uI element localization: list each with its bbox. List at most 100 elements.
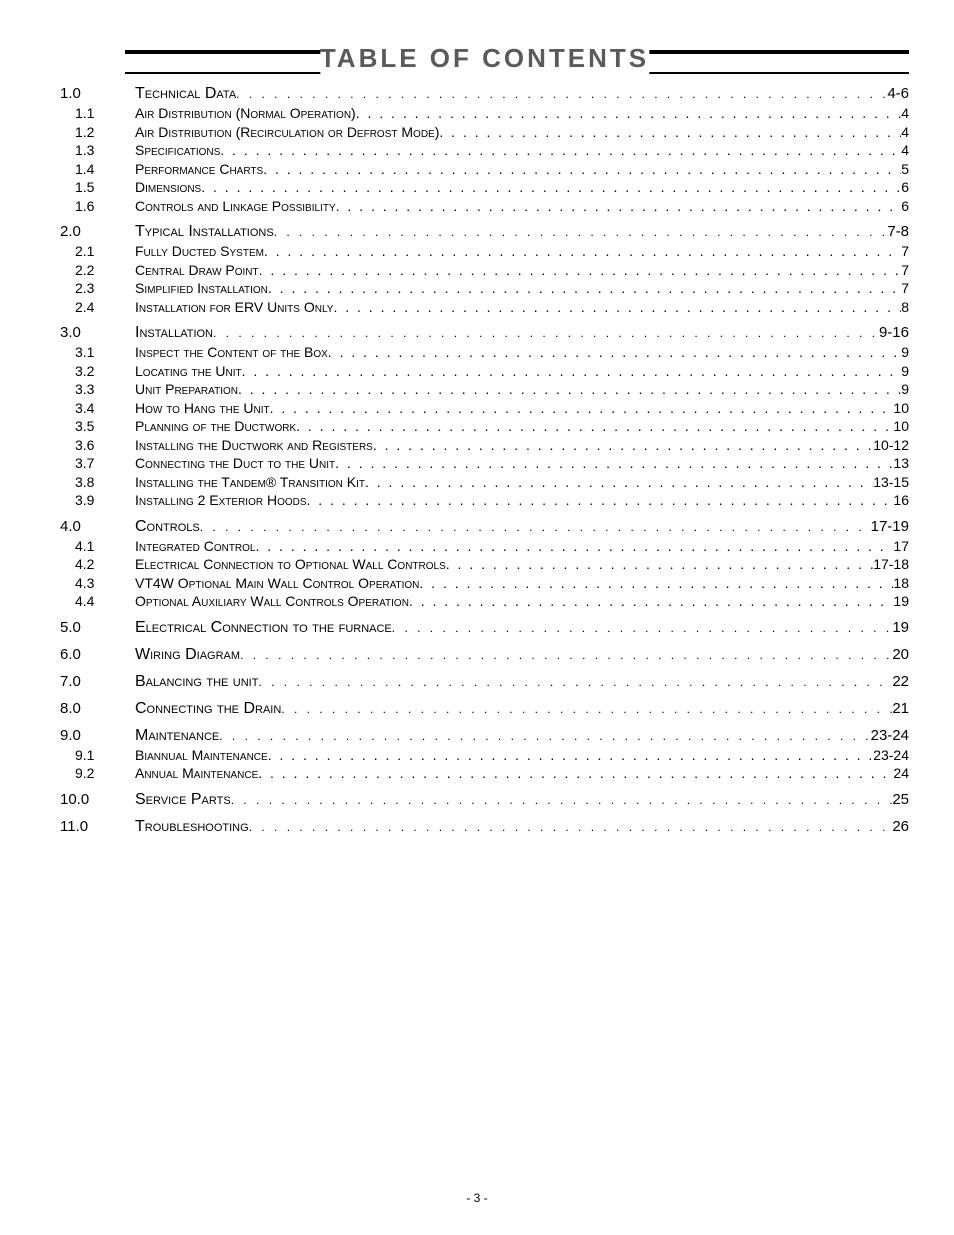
toc-entry-title: Installing the Ductwork and Registers <box>135 437 373 455</box>
toc-entry: 10.0Service Parts . . . . . . . . . . . … <box>60 790 909 810</box>
toc-dot-leader: . . . . . . . . . . . . . . . . . . . . … <box>242 363 902 381</box>
toc-entry-title: Simplified Installation <box>135 280 268 298</box>
toc-entry-number: 1.5 <box>60 179 135 197</box>
toc-entry-number: 1.4 <box>60 161 135 179</box>
toc-dot-leader: . . . . . . . . . . . . . . . . . . . . … <box>439 124 901 142</box>
toc-entry-page: 9 <box>901 363 909 381</box>
toc-dot-leader: . . . . . . . . . . . . . . . . . . . . … <box>336 198 902 216</box>
toc-entry-number: 10.0 <box>60 791 135 810</box>
toc-entry: 3.3Unit Preparation . . . . . . . . . . … <box>60 381 909 399</box>
toc-entry: 3.5Planning of the Ductwork . . . . . . … <box>60 418 909 436</box>
toc-entry-page: 26 <box>892 818 909 837</box>
toc-dot-leader: . . . . . . . . . . . . . . . . . . . . … <box>263 161 901 179</box>
toc-dot-leader: . . . . . . . . . . . . . . . . . . . . … <box>213 326 879 341</box>
toc-entry-title: Optional Auxiliary Wall Controls Operati… <box>135 593 409 611</box>
toc-entry-number: 3.9 <box>60 492 135 510</box>
toc-entry-number: 4.3 <box>60 575 135 593</box>
toc-dot-leader: . . . . . . . . . . . . . . . . . . . . … <box>236 87 887 102</box>
toc-entry-title: How to Hang the Unit <box>135 400 270 418</box>
toc-entry-number: 3.2 <box>60 363 135 381</box>
page: TABLE OF CONTENTS 1.0Technical Data . . … <box>0 0 954 1235</box>
toc-entry-title: Specifications <box>135 142 220 160</box>
toc-entry-number: 1.3 <box>60 142 135 160</box>
toc-entry-page: 17 <box>893 538 909 556</box>
toc-entry-page: 7 <box>901 243 909 261</box>
toc-entry: 9.2Annual Maintenance . . . . . . . . . … <box>60 765 909 783</box>
toc-entry-page: 13 <box>893 455 909 473</box>
toc-dot-leader: . . . . . . . . . . . . . . . . . . . . … <box>249 820 893 835</box>
toc-entry-page: 20 <box>892 646 909 665</box>
toc-entry: 3.7Connecting the Duct to the Unit . . .… <box>60 455 909 473</box>
toc-entry-page: 10-12 <box>873 437 909 455</box>
toc-entry-page: 21 <box>892 700 909 719</box>
toc-entry-title: Air Distribution (Normal Operation) <box>135 105 356 123</box>
toc-entry-title: Balancing the unit <box>135 672 258 692</box>
toc-entry-title: Electrical Connection to Optional Wall C… <box>135 556 446 574</box>
toc-dot-leader: . . . . . . . . . . . . . . . . . . . . … <box>333 299 901 317</box>
toc-entry: 9.1Biannual Maintenance . . . . . . . . … <box>60 747 909 765</box>
toc-entry-title: Troubleshooting <box>135 817 249 837</box>
toc-entry: 8.0Connecting the Drain . . . . . . . . … <box>60 699 909 719</box>
toc-entry: 4.1Integrated Control . . . . . . . . . … <box>60 538 909 556</box>
toc-entry: 5.0Electrical Connection to the furnace … <box>60 618 909 638</box>
toc-entry-page: 10 <box>893 400 909 418</box>
toc-entry: 4.0Controls . . . . . . . . . . . . . . … <box>60 517 909 537</box>
toc-entry-title: Unit Preparation <box>135 381 238 399</box>
toc-entry-title: Connecting the Drain <box>135 699 281 719</box>
toc-dot-leader: . . . . . . . . . . . . . . . . . . . . … <box>328 344 901 362</box>
toc-entry: 3.9Installing 2 Exterior Hoods . . . . .… <box>60 492 909 510</box>
toc-entry-number: 2.2 <box>60 262 135 280</box>
toc-entry-title: Installing the Tandem® Transition Kit <box>135 474 365 492</box>
toc-entry: 3.4How to Hang the Unit . . . . . . . . … <box>60 400 909 418</box>
toc-entry-title: Locating the Unit <box>135 363 242 381</box>
toc-dot-leader: . . . . . . . . . . . . . . . . . . . . … <box>258 675 892 690</box>
toc-entry-page: 4 <box>901 105 909 123</box>
toc-entry: 3.8Installing the Tandem® Transition Kit… <box>60 474 909 492</box>
toc-entry-number: 3.4 <box>60 400 135 418</box>
toc-entry-title: Typical Installations <box>135 222 274 242</box>
toc-entry: 1.1Air Distribution (Normal Operation) .… <box>60 105 909 123</box>
toc-dot-leader: . . . . . . . . . . . . . . . . . . . . … <box>270 400 894 418</box>
toc-entry: 2.0Typical Installations . . . . . . . .… <box>60 222 909 242</box>
toc-entry-number: 9.0 <box>60 727 135 746</box>
toc-dot-leader: . . . . . . . . . . . . . . . . . . . . … <box>219 729 870 744</box>
toc-entry-page: 4-6 <box>887 85 909 104</box>
toc-entry: 4.2Electrical Connection to Optional Wal… <box>60 556 909 574</box>
toc-entry-title: Installation <box>135 323 213 343</box>
toc-entry-number: 3.0 <box>60 324 135 343</box>
toc-entry-number: 6.0 <box>60 646 135 665</box>
toc-entry-title: Dimensions <box>135 179 201 197</box>
toc-dot-leader: . . . . . . . . . . . . . . . . . . . . … <box>274 225 888 240</box>
toc-entry-page: 7 <box>901 262 909 280</box>
toc-dot-leader: . . . . . . . . . . . . . . . . . . . . … <box>256 538 894 556</box>
toc-entry-page: 7 <box>901 280 909 298</box>
toc-entry: 4.4Optional Auxiliary Wall Controls Oper… <box>60 593 909 611</box>
toc-entry-page: 16 <box>893 492 909 510</box>
toc-entry-title: Controls and Linkage Possibility <box>135 198 336 216</box>
toc-entry-title: Service Parts <box>135 790 231 810</box>
toc-entry-number: 2.1 <box>60 243 135 261</box>
toc-entry-number: 5.0 <box>60 619 135 638</box>
toc-entry: 3.6Installing the Ductwork and Registers… <box>60 437 909 455</box>
toc-entry-number: 4.4 <box>60 593 135 611</box>
toc-entry: 4.3VT4W Optional Main Wall Control Opera… <box>60 575 909 593</box>
toc-entry-title: Integrated Control <box>135 538 256 556</box>
toc-dot-leader: . . . . . . . . . . . . . . . . . . . . … <box>268 280 901 298</box>
page-footer: - 3 - <box>0 1191 954 1205</box>
toc-entry-title: Technical Data <box>135 84 236 104</box>
toc-entry-page: 7-8 <box>887 223 909 242</box>
toc-dot-leader: . . . . . . . . . . . . . . . . . . . . … <box>335 455 893 473</box>
toc-entry-title: Inspect the Content of the Box <box>135 344 328 362</box>
toc-entry-title: Central Draw Point <box>135 262 259 280</box>
toc-entry-page: 6 <box>901 198 909 216</box>
toc-entry: 2.3Simplified Installation . . . . . . .… <box>60 280 909 298</box>
toc-entry-title: Maintenance <box>135 726 219 746</box>
toc-entry-title: Controls <box>135 517 200 537</box>
toc-entry-number: 3.6 <box>60 437 135 455</box>
toc-dot-leader: . . . . . . . . . . . . . . . . . . . . … <box>259 262 902 280</box>
toc-entry: 2.1Fully Ducted System . . . . . . . . .… <box>60 243 909 261</box>
toc-entry-title: Fully Ducted System <box>135 243 264 261</box>
toc-entry-page: 8 <box>901 299 909 317</box>
toc-entry-title: Wiring Diagram <box>135 645 240 665</box>
toc-entry-title: VT4W Optional Main Wall Control Operatio… <box>135 575 419 593</box>
